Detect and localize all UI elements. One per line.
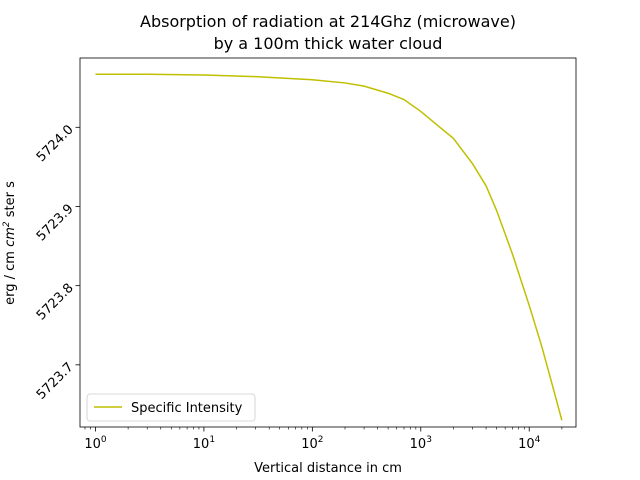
x-tick-label-base: 10 bbox=[301, 437, 318, 452]
y-tick-label-0: 5723.7 bbox=[34, 360, 77, 403]
plot-area bbox=[80, 58, 576, 427]
chart-title: Absorption of radiation at 214Ghz (micro… bbox=[140, 12, 516, 53]
series-line-specific-intensity bbox=[95, 73, 563, 421]
x-tick-label-exponent: 1 bbox=[209, 435, 215, 445]
x-axis-ticks: 100 101 102 103 104 bbox=[84, 427, 563, 452]
x-tick-label-base: 10 bbox=[193, 437, 210, 452]
y-axis-label-exponent: 2 bbox=[2, 221, 12, 227]
chart-title-line-1: Absorption of radiation at 214Ghz (micro… bbox=[140, 12, 516, 31]
legend-label-specific-intensity: Specific Intensity bbox=[131, 401, 243, 416]
x-tick-label-1: 101 bbox=[193, 435, 215, 452]
y-tick-label-2: 5723.9 bbox=[34, 202, 77, 245]
x-tick-label-base: 10 bbox=[410, 437, 427, 452]
x-tick-label-exponent: 3 bbox=[426, 435, 432, 445]
y-tick-label-3: 5724.0 bbox=[34, 122, 77, 165]
x-tick-label-4: 104 bbox=[518, 435, 541, 452]
legend-box bbox=[86, 393, 256, 422]
x-tick-label-2: 102 bbox=[301, 435, 323, 452]
x-tick-label-exponent: 0 bbox=[101, 435, 107, 445]
y-axis-label-variable: cm bbox=[3, 227, 18, 247]
y-tick-label-1: 5723.8 bbox=[34, 281, 77, 324]
y-axis-label-prefix: erg / cm bbox=[3, 247, 18, 305]
legend: Specific Intensity bbox=[86, 393, 256, 422]
y-axis-label-suffix: ster s bbox=[3, 181, 18, 221]
x-axis-label: Vertical distance in cm bbox=[254, 461, 402, 476]
chart-title-line-2: by a 100m thick water cloud bbox=[214, 34, 443, 53]
y-axis-ticks: 5723.7 5723.8 5723.9 5724.0 bbox=[34, 122, 80, 403]
plot-frame bbox=[79, 57, 577, 428]
x-tick-label-exponent: 4 bbox=[535, 435, 541, 445]
x-tick-label-exponent: 2 bbox=[318, 435, 324, 445]
x-tick-label-base: 10 bbox=[84, 437, 101, 452]
y-axis-label: erg / cm cm2 ster s bbox=[2, 181, 18, 305]
x-tick-label-3: 103 bbox=[410, 435, 432, 452]
x-tick-label-base: 10 bbox=[518, 437, 535, 452]
x-tick-label-0: 100 bbox=[84, 435, 107, 452]
